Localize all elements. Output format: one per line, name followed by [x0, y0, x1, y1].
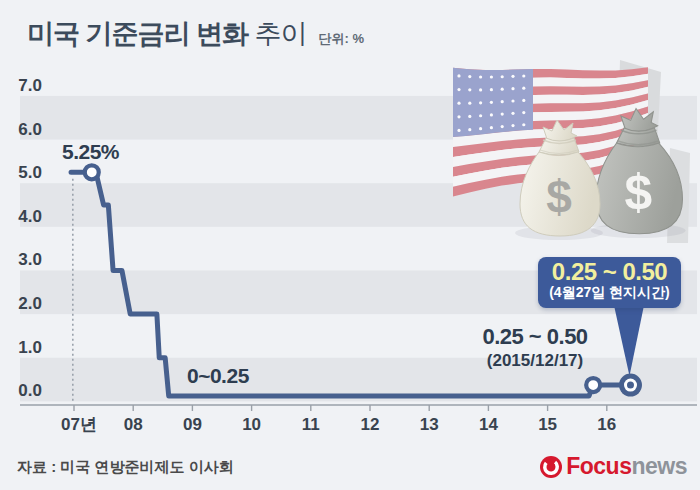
svg-text:$: $: [546, 171, 572, 223]
y-tick-label: 7.0: [18, 76, 42, 95]
callout-date: (4월27일 현지시간): [538, 284, 681, 300]
logo-focus-text: Focus: [566, 453, 631, 480]
infographic-page: 07년 08 09 10 11 12 13 14 15 16 7.0 6.0 5.0 4.0 3.0 2.0 1…: [0, 0, 700, 490]
annotation-zero-range: 0~0.25: [187, 364, 249, 388]
chart-header: 미국 기준금리 변화 추이 단위: %: [27, 16, 364, 52]
annotation-dec-2015-date: (2015/12/17): [455, 351, 615, 371]
page-title: 미국 기준금리 변화 추이: [27, 16, 307, 52]
y-tick-label: 4.0: [18, 207, 42, 226]
callout-rate: 0.25 ~ 0.50: [538, 259, 681, 284]
x-tick-label: 08: [124, 415, 143, 434]
annotation-dec-2015: 0.25 ~ 0.50 (2015/12/17): [455, 324, 615, 371]
x-tick-label: 09: [183, 415, 202, 434]
x-tick-label: 12: [361, 415, 380, 434]
y-tick-label: 2.0: [18, 294, 42, 313]
data-marker-ring: [586, 378, 600, 392]
y-tick-label: 5.0: [18, 163, 42, 182]
x-tick-label: 07년: [61, 415, 97, 434]
unit-label: 단위: %: [319, 30, 365, 48]
source-label: 자료 : 미국 연방준비제도 이사회: [17, 458, 234, 477]
x-tick-label: 11: [302, 415, 320, 434]
focus-news-logo-icon: [539, 455, 563, 479]
svg-text:$: $: [624, 164, 652, 220]
x-tick-label: 16: [597, 415, 616, 434]
y-tick-label: 0.0: [18, 381, 42, 400]
focus-news-logo: Focusnews: [539, 453, 687, 480]
annotation-dec-2015-rate: 0.25 ~ 0.50: [455, 324, 615, 350]
x-tick-label: 13: [420, 415, 439, 434]
data-marker-ring: [85, 165, 99, 179]
y-tick-label: 1.0: [18, 338, 42, 357]
x-tick-label: 14: [479, 415, 498, 434]
data-marker-bullseye-dot: [627, 382, 634, 389]
x-tick-label: 15: [538, 415, 557, 434]
annotation-start-rate: 5.25%: [62, 140, 119, 164]
title-main: 미국 기준금리 변화: [27, 19, 248, 49]
callout-apr-2016: 0.25 ~ 0.50 (4월27일 현지시간): [538, 257, 681, 308]
us-flag-money-bags-illustration: $$: [445, 58, 700, 243]
y-tick-label: 6.0: [18, 120, 42, 139]
y-tick-label: 3.0: [18, 250, 42, 269]
x-tick-label: 10: [242, 415, 261, 434]
title-tail: 추이: [255, 19, 307, 49]
logo-news-text: news: [631, 453, 687, 480]
